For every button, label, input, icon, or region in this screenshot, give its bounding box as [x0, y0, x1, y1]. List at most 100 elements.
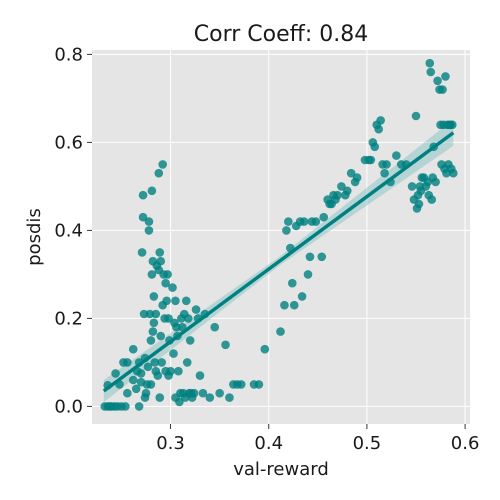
scatter-point — [342, 186, 352, 196]
scatter-point — [195, 371, 205, 380]
scatter-point — [156, 331, 166, 341]
y-axis-ticks: 0.0 0.2 0.4 0.6 0.8 — [54, 44, 92, 417]
scatter-point — [337, 182, 346, 191]
scatter-point — [191, 305, 201, 314]
x-tick-label: 0.6 — [451, 433, 480, 454]
scatter-point — [333, 190, 342, 200]
scatter-point — [427, 195, 437, 204]
scatter-point — [303, 270, 313, 279]
y-tick-label: 0.8 — [54, 44, 83, 65]
scatter-point — [210, 322, 220, 332]
scatter-point — [431, 177, 440, 187]
scatter-point — [175, 397, 184, 407]
scatter-point — [346, 168, 356, 178]
scatter-point — [155, 393, 165, 402]
scatter-point — [433, 76, 442, 86]
y-axis-label: posdis — [24, 208, 45, 266]
scatter-point — [141, 388, 151, 398]
x-tick-label: 0.4 — [254, 433, 283, 454]
scatter-point — [146, 380, 156, 389]
scatter-point — [150, 358, 160, 367]
y-tick-label: 0.0 — [54, 396, 83, 417]
scatter-point — [374, 124, 383, 134]
scatter-point — [297, 292, 307, 301]
scatter-point — [145, 309, 155, 319]
scatter-point — [449, 168, 458, 178]
scatter-point — [392, 151, 401, 160]
scatter-point — [138, 212, 148, 222]
scatter-point — [158, 160, 167, 169]
scatter-point — [182, 358, 192, 367]
scatter-point — [138, 190, 148, 200]
y-tick-label: 0.4 — [54, 220, 83, 241]
regression-line — [102, 131, 455, 393]
scatter-point — [441, 72, 450, 81]
scatter-point — [376, 116, 385, 125]
scatter-point — [171, 296, 180, 306]
scatter-point — [163, 270, 172, 279]
scatter-point — [123, 358, 132, 367]
scatter-point — [164, 314, 173, 323]
scatter-point — [111, 369, 120, 378]
scatter-point — [305, 252, 315, 262]
scatter-point — [366, 155, 376, 165]
scatter-points — [100, 58, 458, 411]
scatter-point — [205, 393, 215, 402]
scatter-point — [153, 371, 163, 380]
scatter-point — [185, 336, 195, 345]
x-axis-label: val-reward — [233, 459, 329, 480]
scatter-point — [425, 58, 435, 68]
y-tick-label: 0.2 — [54, 308, 83, 329]
scatter-point — [448, 120, 457, 130]
scatter-point — [151, 309, 161, 319]
scatter-point — [123, 388, 132, 398]
scatter-point — [311, 217, 321, 226]
scatter-point — [154, 168, 164, 178]
scatter-point — [162, 296, 171, 306]
scatter-point — [156, 256, 166, 266]
scatter-point — [370, 142, 380, 152]
scatter-point — [198, 388, 208, 398]
scatter-point — [236, 380, 246, 389]
scatter-point — [407, 182, 417, 191]
scatter-point — [157, 358, 167, 367]
scatter-point — [144, 217, 154, 226]
scatter-point — [146, 336, 156, 345]
scatter-point — [169, 349, 178, 358]
scatter-point — [282, 226, 291, 235]
scatter-point — [317, 252, 327, 262]
scatter-point — [260, 344, 270, 354]
regression-line-group — [102, 131, 455, 393]
scatter-point — [147, 186, 157, 196]
scatter-point — [280, 300, 289, 310]
scatter-point — [155, 248, 165, 257]
scatter-point — [215, 388, 224, 398]
scatter-point — [144, 226, 154, 235]
scatter-point — [128, 344, 138, 354]
scatter-point — [426, 67, 436, 77]
scatter-point — [189, 388, 199, 398]
scatter-point — [168, 283, 177, 292]
scatter-point — [183, 314, 193, 323]
scatter-point — [284, 217, 293, 226]
scatter-point — [137, 248, 147, 257]
scatter-point — [128, 375, 138, 385]
scatter-point — [414, 199, 424, 209]
scatter-point — [411, 111, 421, 121]
grid-lines — [92, 50, 470, 424]
scatter-point — [134, 402, 144, 411]
scatter-point — [149, 318, 159, 328]
x-tick-label: 0.3 — [156, 433, 185, 454]
scatter-point — [221, 340, 230, 350]
scatter-point — [121, 402, 130, 411]
chart-title: Corr Coeff: 0.84 — [194, 22, 368, 47]
scatter-point — [299, 217, 309, 226]
scatter-point — [139, 309, 149, 319]
scatter-point — [131, 384, 141, 394]
scatter-point — [172, 322, 181, 332]
scatter-point — [287, 278, 297, 288]
x-axis-ticks: 0.3 0.4 0.5 0.6 — [156, 424, 479, 454]
scatter-point — [438, 85, 447, 94]
scatter-point — [289, 300, 299, 310]
